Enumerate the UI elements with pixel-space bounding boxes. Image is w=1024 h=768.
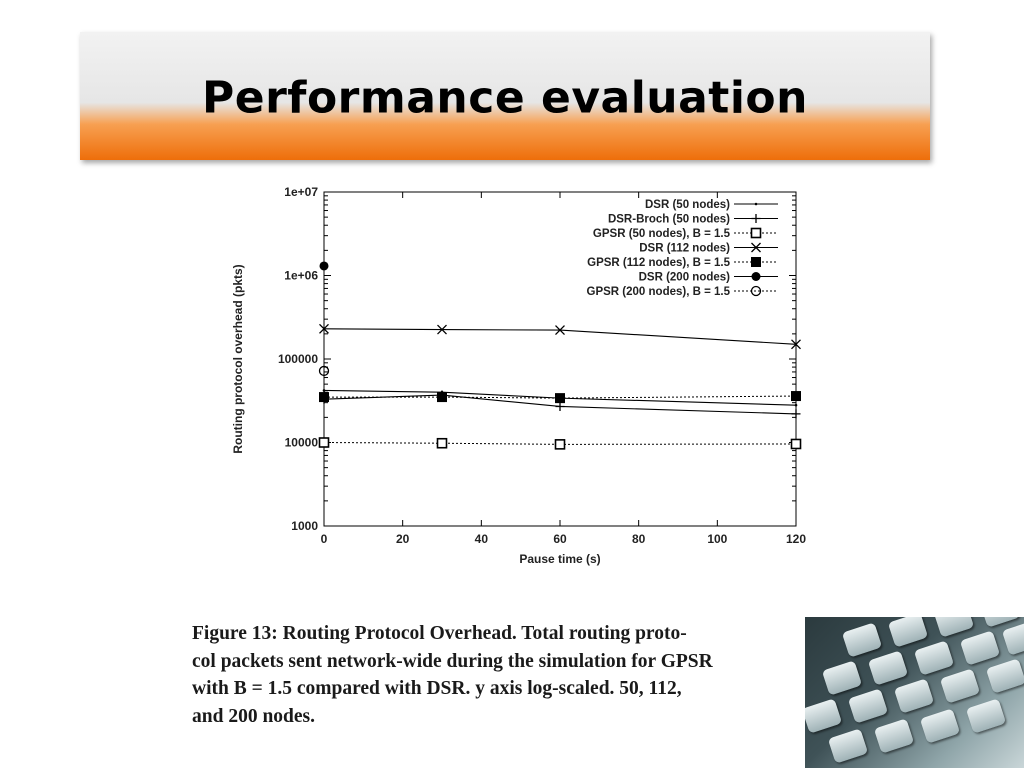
overhead-line-chart: 0 20 40 60 80 100 120 1000 10000 100000 1e+06 1e+07… (231, 185, 806, 566)
legend-swatch-marker (751, 214, 761, 223)
data-point (319, 261, 329, 271)
data-point (437, 324, 447, 335)
x-tick-label: 100 (707, 532, 727, 546)
legend-label: GPSR (112 nodes), B = 1.5 (587, 257, 730, 269)
keyboard-key-icon (873, 718, 915, 754)
keyboard-key-icon (887, 617, 929, 648)
data-point (319, 323, 329, 334)
data-point (322, 389, 326, 392)
y-tick-label: 1e+07 (284, 185, 318, 199)
keyboard-key-icon (913, 640, 955, 676)
y-tick-label: 100000 (278, 352, 318, 366)
y-axis-label: Routing protocol overhead (pkts) (231, 264, 245, 453)
x-tick-label: 60 (553, 532, 567, 546)
data-point (318, 437, 330, 448)
keyboard-photo (805, 617, 1024, 768)
data-point (555, 401, 565, 411)
keyboard-key-icon (867, 650, 909, 686)
keyboard-key-icon (893, 678, 935, 714)
x-tick-label: 0 (321, 532, 328, 546)
x-tick-label: 20 (396, 532, 410, 546)
caption-line: Figure 13: Routing Protocol Overhead. To… (192, 623, 687, 644)
legend-label: DSR (50 nodes) (645, 199, 730, 211)
keyboard-key-icon (827, 728, 869, 764)
legend-swatch-marker (751, 272, 761, 281)
keyboard-key-icon (841, 622, 883, 658)
series-line (323, 328, 797, 345)
slide-title: Performance evaluation (202, 72, 808, 124)
data-point (794, 403, 798, 407)
x-axis-label: Pause time (s) (519, 552, 600, 566)
y-tick-label: 1e+06 (284, 269, 318, 283)
data-point (437, 392, 447, 403)
legend-label: GPSR (200 nodes), B = 1.5 (587, 286, 731, 298)
keyboard-key-icon (805, 698, 843, 734)
x-tick-label: 80 (632, 532, 646, 546)
caption-line: col packets sent network-wide during the… (192, 650, 713, 672)
caption-line: with B = 1.5 compared with DSR. y axis l… (192, 678, 682, 699)
data-point (318, 365, 330, 377)
series-line (324, 395, 797, 399)
legend-swatch-marker (754, 202, 758, 206)
keyboard-key-icon (965, 698, 1007, 734)
data-point (436, 437, 448, 449)
data-point (319, 392, 329, 403)
legend-label: DSR (112 nodes) (639, 243, 730, 255)
y-tick-label: 1000 (291, 519, 318, 533)
data-point (790, 438, 802, 450)
series-line (323, 394, 797, 415)
legend-label: GPSR (50 nodes), B = 1.5 (593, 228, 731, 240)
y-tick-label: 10000 (285, 436, 319, 450)
keyboard-key-icon (847, 688, 889, 724)
keyboard-key-icon (939, 668, 981, 704)
caption-line: and 200 nodes. (192, 705, 315, 727)
legend-swatch-marker (750, 227, 762, 239)
series-line (323, 442, 797, 445)
data-point (555, 393, 565, 404)
title-banner: Performance evaluation (80, 32, 930, 160)
legend-swatch-marker (751, 242, 761, 253)
legend-swatch-marker (751, 257, 761, 267)
keyboard-key-icon (985, 658, 1024, 694)
data-point (555, 325, 565, 336)
data-point (791, 391, 801, 402)
series-line (323, 389, 797, 406)
legend-label: DSR-Broch (50 nodes) (608, 214, 730, 226)
keyboard-key-icon (919, 708, 961, 744)
keyboard-key-icon (821, 660, 863, 696)
x-tick-label: 40 (475, 532, 489, 546)
keyboard-key-icon (959, 630, 1001, 666)
data-point (791, 409, 801, 419)
figure-caption: Figure 13: Routing Protocol Overhead. To… (192, 620, 842, 730)
data-point (791, 339, 801, 350)
keyboard-key-icon (1001, 620, 1024, 656)
x-tick-label: 120 (786, 532, 806, 546)
data-point (554, 439, 566, 450)
legend-swatch-marker (750, 285, 762, 297)
keyboard-key-icon (933, 617, 975, 638)
legend-label: DSR (200 nodes) (639, 272, 731, 284)
